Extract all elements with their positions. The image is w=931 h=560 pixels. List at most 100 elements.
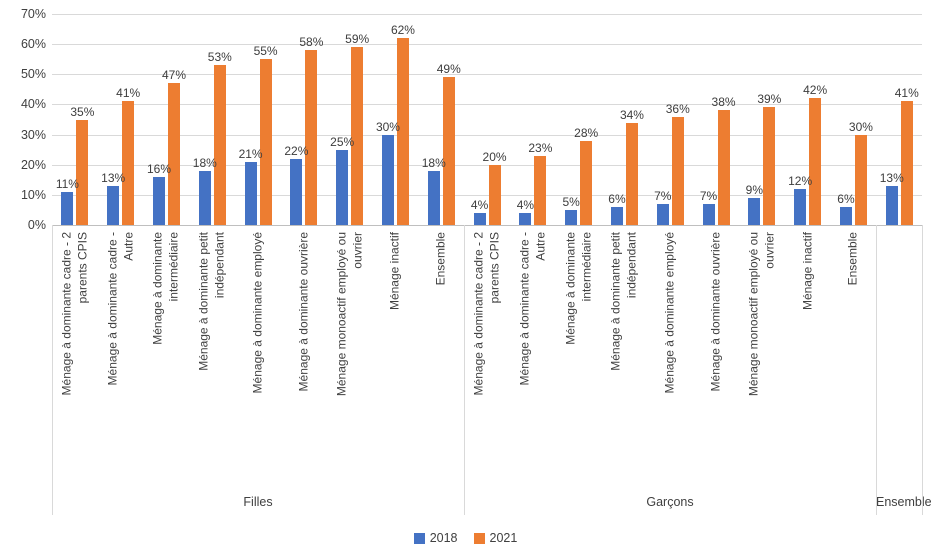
y-tick-label: 60%: [20, 37, 46, 52]
y-tick-label: 50%: [20, 67, 46, 82]
bar-value-label: 9%: [745, 182, 764, 197]
bar-value-label: 5%: [562, 194, 580, 209]
bar-2018: [656, 203, 669, 225]
bar-value-label: 13%: [879, 170, 904, 185]
bar-category: 7% 36%: [647, 14, 693, 225]
bar-column-2021: 35%: [70, 14, 94, 225]
bar-category: 6% 34%: [602, 14, 648, 225]
bar-2018: [381, 134, 394, 225]
bar-2018: [794, 188, 807, 225]
bar-value-label: 30%: [848, 119, 873, 134]
x-category-cell: Ménage inactif: [373, 227, 419, 483]
x-category-cell: Ménage à dominante intermédiaire: [556, 227, 602, 483]
bar-value-label: 4%: [516, 197, 535, 212]
bar-value-label: 6%: [837, 191, 855, 206]
bar-column-2021: 53%: [208, 14, 232, 225]
bar-2021: [671, 116, 684, 225]
group-separator: [52, 225, 53, 515]
bar-category: 30% 62%: [373, 14, 419, 225]
bar-column-2021: 59%: [345, 14, 369, 225]
bar-column-2018: 12%: [788, 14, 812, 225]
bar-value-label: 25%: [330, 134, 355, 149]
gridline: [52, 14, 922, 15]
bar-column-2021: 28%: [574, 14, 598, 225]
bar-column-2018: 6%: [608, 14, 626, 225]
bar-2018: [519, 212, 532, 225]
x-category-label: Ménage inactif: [799, 232, 814, 311]
gridline: [52, 44, 922, 46]
bar-2021: [900, 101, 913, 225]
x-category-cell: Ménage à dominante intermédiaire: [144, 227, 190, 483]
bar-2018: [702, 203, 715, 225]
x-category-label: Ménage inactif: [387, 232, 402, 311]
x-category-label: Ménage monoactif employé ou ouvrier: [746, 232, 776, 397]
bar-category: 6% 30%: [831, 14, 877, 225]
bar-category: 13% 41%: [98, 14, 144, 225]
bar-column-2018: 4%: [516, 14, 535, 225]
bar-category: 25% 59%: [327, 14, 373, 225]
bar-column-2018: 5%: [562, 14, 580, 225]
bar-category: 13% 41%: [876, 14, 922, 225]
y-tick-label: 40%: [20, 97, 46, 112]
bar-2018: [610, 206, 623, 225]
bar-value-label: 42%: [803, 83, 828, 98]
bar-2018: [244, 161, 257, 225]
bar-value-label: 7%: [699, 188, 718, 203]
bar-column-2021: 41%: [895, 14, 919, 225]
bar-2021: [809, 98, 822, 225]
bar-category: 7% 38%: [693, 14, 739, 225]
bar-category: 18% 49%: [418, 14, 464, 225]
bar-category: 9% 39%: [739, 14, 785, 225]
bar-value-label: 30%: [375, 119, 400, 134]
x-category-cell: Ménage à dominante petit indépendant: [602, 227, 648, 483]
bars-row: 11% 35% 13% 41% 16% 47% 18% 53% 21% 55% 22% 58% 25% 5…: [52, 14, 922, 225]
bar-column-2021: 47%: [162, 14, 186, 225]
legend: 2018 2021: [0, 531, 931, 545]
x-category-label: Ménage à dominante petit indépendant: [196, 232, 227, 371]
x-category-cell: Ménage monoactif employé ou ouvrier: [739, 227, 785, 483]
bar-category: 22% 58%: [281, 14, 327, 225]
bar-value-label: 35%: [70, 104, 95, 119]
gridline: [52, 134, 922, 136]
x-category-label: Ménage à dominante ouvrière: [296, 232, 311, 392]
bar-value-label: 55%: [253, 44, 278, 59]
bar-column-2021: 39%: [757, 14, 781, 225]
bar-column-2018: 18%: [193, 14, 217, 225]
legend-label-2021: 2021: [489, 531, 518, 545]
bar-value-label: 20%: [482, 149, 507, 164]
bar-value-label: 22%: [284, 143, 309, 158]
x-category-cell: Ménage à dominante cadre - Autre: [510, 227, 556, 483]
x-category-cell: Ménage à dominante ouvrière: [693, 227, 739, 483]
bar-category: 5% 28%: [556, 14, 602, 225]
bar-column-2018: 18%: [422, 14, 446, 225]
x-category-label: Ménage à dominante cadre - 2 parents CPI…: [471, 232, 502, 396]
bar-value-label: 47%: [161, 68, 186, 83]
bar-column-2018: 13%: [101, 14, 125, 225]
x-category-cell: Ensemble: [831, 227, 877, 483]
x-category-label: Ménage à dominante employé: [250, 232, 265, 394]
bar-column-2018: 9%: [745, 14, 764, 225]
x-category-cell: Ménage monoactif employé ou ouvrier: [327, 227, 373, 483]
bar-2018: [61, 191, 74, 225]
bar-2021: [625, 122, 638, 225]
bar-column-2021: 36%: [666, 14, 690, 225]
bar-2018: [839, 206, 852, 225]
bar-value-label: 41%: [894, 86, 919, 101]
bar-value-label: 12%: [788, 173, 813, 188]
x-category-cell: Ménage à dominante ouvrière: [281, 227, 327, 483]
bar-2018: [198, 170, 211, 225]
bar-value-label: 39%: [757, 92, 782, 107]
bar-2021: [442, 77, 455, 225]
bar-2018: [473, 212, 486, 225]
bar-category: 4% 23%: [510, 14, 556, 225]
bar-column-2018: 25%: [330, 14, 354, 225]
gridline: [52, 164, 922, 166]
bar-value-label: 11%: [55, 176, 79, 191]
bar-2021: [167, 83, 180, 225]
bar-value-label: 6%: [608, 191, 626, 206]
bar-2021: [305, 50, 318, 225]
y-tick-label: 10%: [20, 187, 46, 202]
y-tick-label: 20%: [20, 157, 46, 172]
bar-value-label: 18%: [192, 155, 217, 170]
